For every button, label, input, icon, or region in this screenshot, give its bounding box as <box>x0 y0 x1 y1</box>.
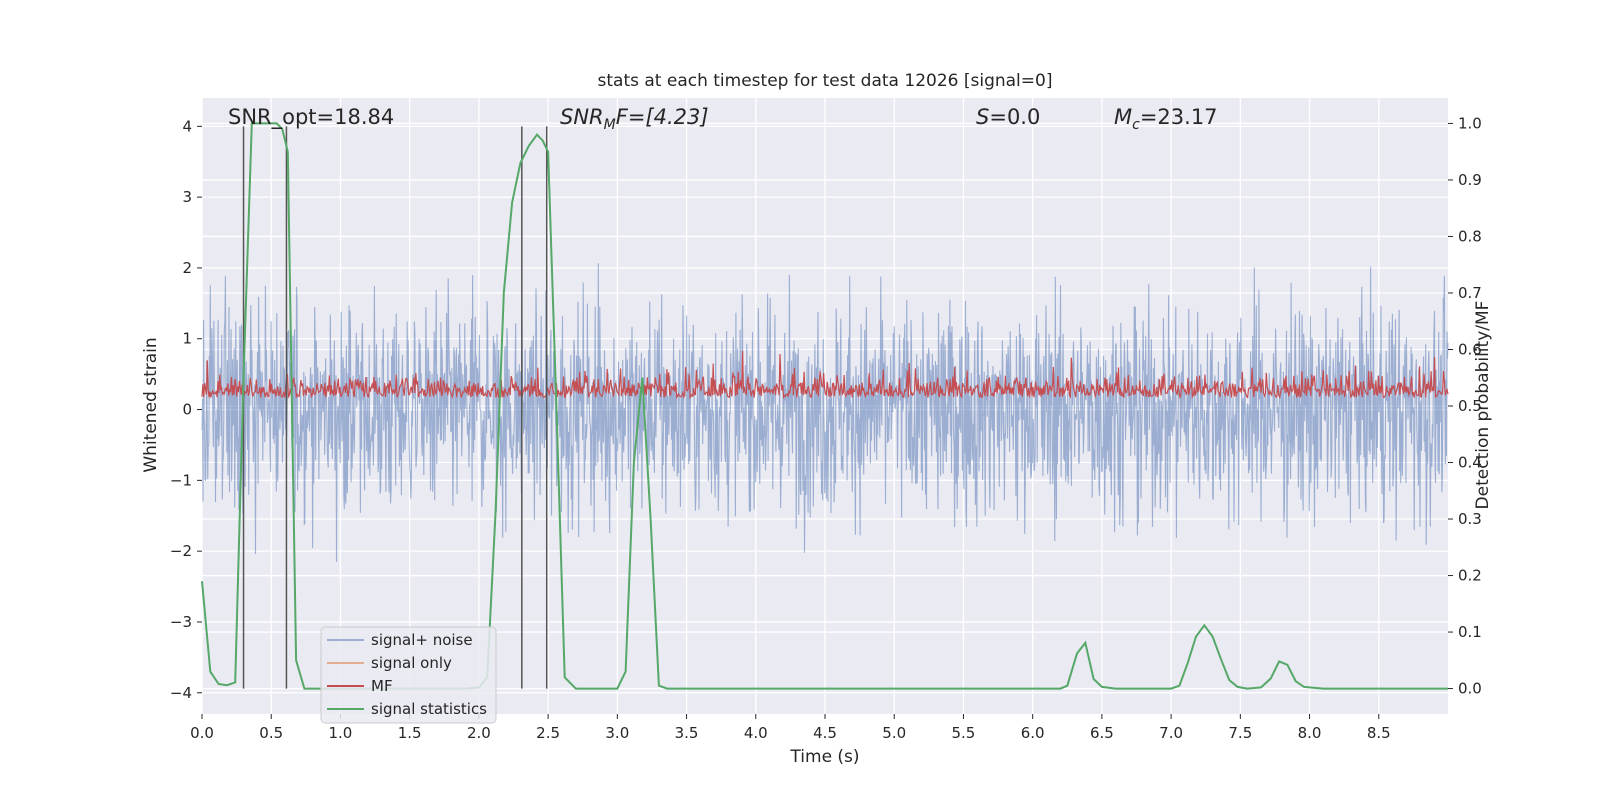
y-right-tick-label: 0.4 <box>1458 454 1482 472</box>
y-axis-label-right: Detection probability/MF <box>1473 301 1493 510</box>
snr-mf-subscript: M <box>604 117 616 133</box>
legend-box <box>320 626 497 724</box>
y-left-tick-label: 3 <box>182 188 192 206</box>
x-tick-label: 1.0 <box>329 724 353 742</box>
annotation-snr-opt: SNR_opt=18.84 <box>228 105 394 130</box>
x-tick-label: 7.0 <box>1159 724 1183 742</box>
annotation-s: S=0.0 <box>976 105 1040 129</box>
x-tick-label: 6.5 <box>1090 724 1114 742</box>
legend-label-signal-only: signal only <box>371 654 452 672</box>
y-right-tick-label: 0.5 <box>1458 397 1482 415</box>
y-left-tick-label: −2 <box>170 542 192 560</box>
x-tick-label: 2.0 <box>467 724 491 742</box>
y-left-tick-label: −3 <box>170 613 192 631</box>
x-tick-label: 4.0 <box>744 724 768 742</box>
x-tick-label: 1.5 <box>398 724 422 742</box>
series-signal-statistics <box>201 122 1448 690</box>
legend-label-signal-statistics: signal statistics <box>371 700 487 718</box>
y-left-tick-label: −1 <box>170 471 192 489</box>
x-tick-label: 2.5 <box>536 724 560 742</box>
y-right-tick-label: 0.6 <box>1458 340 1482 358</box>
y-left-tick-label: 2 <box>182 259 192 277</box>
x-tick-label: 3.0 <box>605 724 629 742</box>
x-tick-label: 3.5 <box>675 724 699 742</box>
legend: signal+ noise signal only MF signal stat… <box>320 626 497 724</box>
x-tick-label: 8.0 <box>1298 724 1322 742</box>
legend-label-signal-noise: signal+ noise <box>371 631 473 649</box>
series-signal-noise <box>201 263 1449 562</box>
mc-subscript: c <box>1132 117 1140 133</box>
y-right-tick-label: 0.0 <box>1458 680 1482 698</box>
x-tick-label: 0.5 <box>259 724 283 742</box>
x-tick-label: 7.5 <box>1228 724 1252 742</box>
y-left-tick-label: 0 <box>182 401 192 419</box>
mc-value: =23.17 <box>1140 105 1218 129</box>
x-tick-label: 4.5 <box>813 724 837 742</box>
y-left-tick-label: 1 <box>182 330 192 348</box>
s-value: =0.0 <box>989 105 1040 129</box>
x-axis-label: Time (s) <box>789 747 859 767</box>
snr-mf-value: F=[4.23] <box>616 105 709 129</box>
y-axis-label-left: Whitened strain <box>141 337 161 472</box>
x-tick-label: 5.5 <box>952 724 976 742</box>
s-symbol: S <box>976 105 989 129</box>
x-tick-label: 0.0 <box>190 724 214 742</box>
annotation-snr-mf: SNRMF=[4.23] <box>560 105 709 133</box>
y-left-tick-label: 4 <box>182 117 192 135</box>
x-tick-label: 5.0 <box>882 724 906 742</box>
y-right-tick-label: 0.2 <box>1458 567 1482 585</box>
y-right-tick-label: 0.7 <box>1458 284 1482 302</box>
snr-mf-symbol: SNR <box>560 105 604 129</box>
y-right-tick-label: 0.9 <box>1458 171 1482 189</box>
y-right-tick-label: 0.8 <box>1458 227 1482 245</box>
x-tick-label: 6.0 <box>1021 724 1045 742</box>
y-right-tick-label: 0.3 <box>1458 510 1482 528</box>
mc-symbol: M <box>1114 105 1132 129</box>
series-mf <box>201 350 1449 400</box>
legend-label-mf: MF <box>371 677 393 695</box>
chart-title: stats at each timestep for test data 120… <box>598 71 1053 91</box>
annotation-mc: Mc=23.17 <box>1114 105 1218 133</box>
y-right-tick-label: 1.0 <box>1458 114 1482 132</box>
x-tick-label: 8.5 <box>1367 724 1391 742</box>
y-left-tick-label: −4 <box>170 684 192 702</box>
y-right-tick-label: 0.1 <box>1458 623 1482 641</box>
